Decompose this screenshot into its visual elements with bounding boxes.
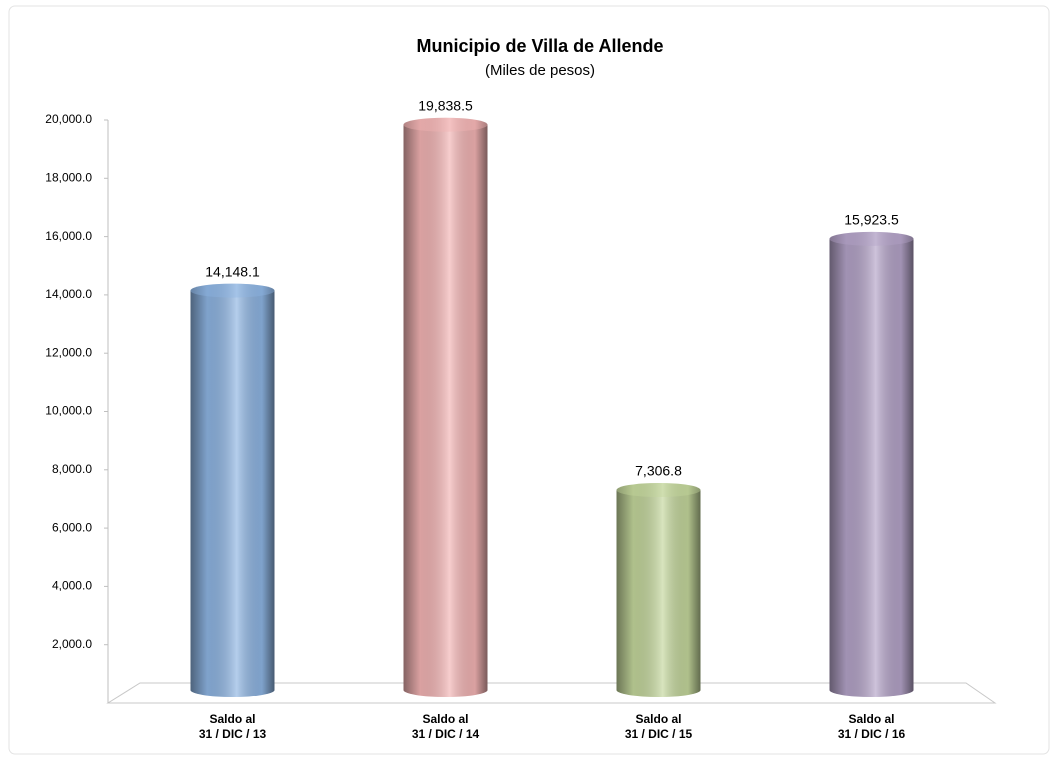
value-label: 14,148.1 <box>205 263 260 279</box>
value-label: 15,923.5 <box>844 212 899 228</box>
x-tick-label: 31 / DIC / 15 <box>625 727 693 741</box>
floor <box>106 682 997 704</box>
y-tick-label: 14,000.0 <box>45 287 92 301</box>
x-tick-label: Saldo al <box>635 712 681 726</box>
bar-cap-shade <box>616 483 701 498</box>
bar-cap-shade <box>190 283 275 298</box>
y-tick-label: 18,000.0 <box>45 170 92 184</box>
y-tick-label: 20,000.0 <box>45 112 92 126</box>
x-tick-label: Saldo al <box>848 712 894 726</box>
y-tick-label: 10,000.0 <box>45 404 92 418</box>
x-tick-label: Saldo al <box>209 712 255 726</box>
x-tick-label: 31 / DIC / 13 <box>199 727 267 741</box>
bar-shade <box>403 124 488 691</box>
value-label: 7,306.8 <box>635 463 682 479</box>
y-tick-label: 4,000.0 <box>52 579 92 593</box>
bar-shade <box>829 238 914 691</box>
y-tick-label: 2,000.0 <box>52 637 92 651</box>
bar-cap-shade <box>403 117 488 132</box>
y-tick-label: 6,000.0 <box>52 520 92 534</box>
y-tick-label: 12,000.0 <box>45 345 92 359</box>
chart-subtitle: (Miles de pesos) <box>485 62 595 79</box>
bar-cap-shade <box>829 231 914 246</box>
x-tick-label: 31 / DIC / 14 <box>412 727 480 741</box>
y-tick-label: 16,000.0 <box>45 229 92 243</box>
value-label: 19,838.5 <box>418 97 473 113</box>
x-tick-label: Saldo al <box>422 712 468 726</box>
x-tick-label: 31 / DIC / 16 <box>838 727 906 741</box>
bar-shade <box>190 290 275 690</box>
chart-title: Municipio de Villa de Allende <box>416 36 663 56</box>
y-tick-label: 8,000.0 <box>52 462 92 476</box>
bar-shade <box>616 490 701 690</box>
